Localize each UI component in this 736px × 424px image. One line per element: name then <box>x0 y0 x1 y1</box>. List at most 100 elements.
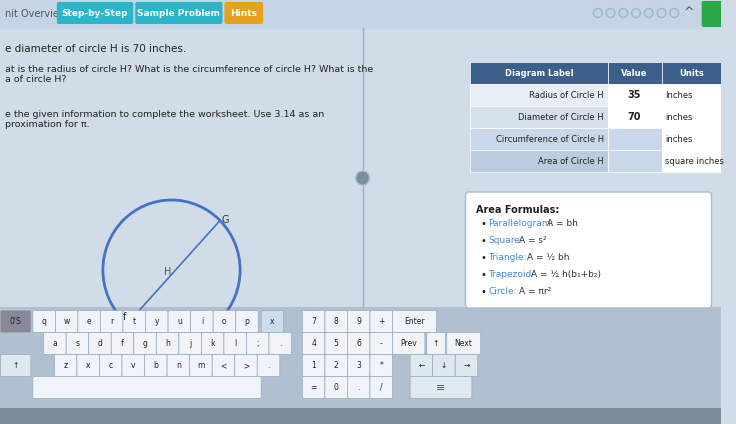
FancyBboxPatch shape <box>347 332 370 354</box>
Text: Enter: Enter <box>404 317 425 326</box>
Bar <box>608 150 662 172</box>
FancyBboxPatch shape <box>168 310 191 332</box>
FancyBboxPatch shape <box>99 354 122 377</box>
Text: Units: Units <box>679 69 704 78</box>
FancyBboxPatch shape <box>1 310 31 332</box>
FancyBboxPatch shape <box>77 354 99 377</box>
Text: e the given information to complete the worksheet. Use 3.14 as an
proximation fo: e the given information to complete the … <box>5 110 324 129</box>
Text: v: v <box>131 361 135 370</box>
Text: nit Overview: nit Overview <box>5 9 67 19</box>
Bar <box>0 307 721 424</box>
Text: t: t <box>132 317 136 326</box>
Text: f: f <box>122 312 126 322</box>
FancyBboxPatch shape <box>66 332 89 354</box>
Text: A = s²: A = s² <box>519 236 546 245</box>
Text: Step-by-Step: Step-by-Step <box>62 8 128 17</box>
Text: A = ½ h(b₁+b₂): A = ½ h(b₁+b₂) <box>531 270 601 279</box>
FancyBboxPatch shape <box>370 310 392 332</box>
Bar <box>470 128 608 150</box>
FancyBboxPatch shape <box>123 310 146 332</box>
FancyBboxPatch shape <box>269 332 291 354</box>
Text: inches: inches <box>665 134 693 143</box>
FancyBboxPatch shape <box>347 310 370 332</box>
FancyBboxPatch shape <box>202 332 224 354</box>
FancyBboxPatch shape <box>410 377 472 399</box>
Text: f: f <box>121 339 124 348</box>
FancyBboxPatch shape <box>135 2 222 24</box>
FancyBboxPatch shape <box>122 354 144 377</box>
Text: s: s <box>75 339 79 348</box>
Text: Triangle:: Triangle: <box>488 253 526 262</box>
Text: •: • <box>480 236 486 246</box>
Text: →: → <box>463 361 470 370</box>
Text: n: n <box>176 361 181 370</box>
Text: •: • <box>480 287 486 297</box>
Text: H: H <box>163 267 171 277</box>
Text: A = πr²: A = πr² <box>519 287 551 296</box>
Bar <box>470 62 608 84</box>
FancyBboxPatch shape <box>212 354 235 377</box>
Bar <box>470 84 608 106</box>
Text: 4: 4 <box>311 339 316 348</box>
FancyBboxPatch shape <box>325 377 347 399</box>
FancyBboxPatch shape <box>325 310 347 332</box>
Text: z: z <box>63 361 68 370</box>
Bar <box>662 150 721 172</box>
FancyBboxPatch shape <box>235 354 258 377</box>
Text: x: x <box>86 361 91 370</box>
Text: Next: Next <box>455 339 473 348</box>
FancyBboxPatch shape <box>224 2 263 24</box>
FancyBboxPatch shape <box>302 310 325 332</box>
Text: A = ½ bh: A = ½ bh <box>527 253 570 262</box>
FancyBboxPatch shape <box>302 332 325 354</box>
Text: Area of Circle H: Area of Circle H <box>538 156 604 165</box>
Circle shape <box>633 10 639 16</box>
Text: g: g <box>143 339 147 348</box>
FancyBboxPatch shape <box>78 310 100 332</box>
Circle shape <box>595 10 601 16</box>
FancyBboxPatch shape <box>370 354 392 377</box>
FancyBboxPatch shape <box>167 354 190 377</box>
Bar <box>662 84 721 106</box>
Circle shape <box>659 10 665 16</box>
Text: Diagram Label: Diagram Label <box>505 69 573 78</box>
Text: at is the radius of circle H? What is the circumference of circle H? What is the: at is the radius of circle H? What is th… <box>5 65 373 84</box>
Circle shape <box>606 8 615 17</box>
Text: •: • <box>480 270 486 280</box>
Bar <box>470 150 608 172</box>
Text: Diameter of Circle H: Diameter of Circle H <box>518 112 604 122</box>
FancyBboxPatch shape <box>179 332 202 354</box>
FancyBboxPatch shape <box>33 310 55 332</box>
FancyBboxPatch shape <box>427 332 445 354</box>
Text: i: i <box>201 317 203 326</box>
FancyBboxPatch shape <box>144 354 167 377</box>
FancyBboxPatch shape <box>33 377 261 399</box>
FancyBboxPatch shape <box>456 354 478 377</box>
FancyBboxPatch shape <box>1 354 31 377</box>
Bar <box>662 106 721 128</box>
Text: .: . <box>279 339 281 348</box>
FancyBboxPatch shape <box>89 332 111 354</box>
FancyBboxPatch shape <box>190 354 212 377</box>
Text: c: c <box>109 361 113 370</box>
Text: 3: 3 <box>356 361 361 370</box>
Text: Circle:: Circle: <box>488 287 517 296</box>
FancyBboxPatch shape <box>325 332 347 354</box>
Circle shape <box>657 8 666 17</box>
Text: square inches: square inches <box>665 156 724 165</box>
Text: q: q <box>42 317 46 326</box>
Text: 5: 5 <box>333 339 339 348</box>
Text: •: • <box>480 253 486 263</box>
Circle shape <box>619 8 628 17</box>
Circle shape <box>670 8 679 17</box>
FancyBboxPatch shape <box>410 354 433 377</box>
Text: e: e <box>87 317 91 326</box>
FancyBboxPatch shape <box>392 310 436 332</box>
FancyBboxPatch shape <box>465 192 712 308</box>
Circle shape <box>631 8 640 17</box>
FancyBboxPatch shape <box>156 332 179 354</box>
Text: Hints: Hints <box>230 8 258 17</box>
Circle shape <box>644 8 653 17</box>
Text: ^: ^ <box>684 6 694 20</box>
Text: Sample Problem: Sample Problem <box>138 8 220 17</box>
